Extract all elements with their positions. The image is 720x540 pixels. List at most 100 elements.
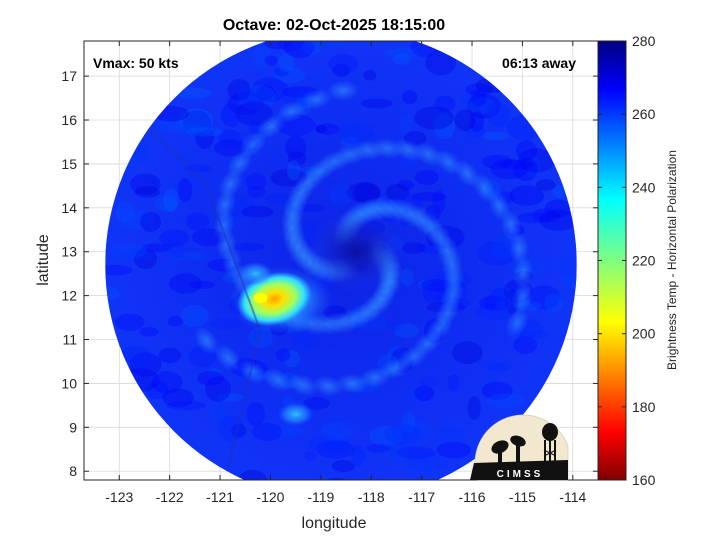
swath-texture-cell [293,329,320,352]
y-tick-label: 10 [61,375,77,391]
swath-texture-cell [414,385,435,402]
swath-texture-cell [558,254,577,276]
swath-texture-cell [365,444,391,453]
swath-texture-cell [387,319,401,333]
swath-texture-cell [518,148,555,173]
swath-texture-cell [532,208,561,223]
x-tick-label: -119 [307,489,334,505]
swath-texture-cell [509,185,545,206]
swath-texture-cell [513,157,538,182]
x-axis-label: longitude [302,515,367,532]
swath-texture-cell [272,423,305,437]
swath-texture-cell [351,444,366,467]
swath-texture-cell [304,451,317,462]
scan-seam [128,110,262,480]
swath-texture-cell [544,199,572,219]
swath-texture-cell [414,169,440,186]
swath-texture-cell [180,304,209,327]
spiral-band-segment [215,344,242,372]
swath-texture-cell [250,77,289,102]
water-tower-icon [542,423,558,462]
swath-texture-cell [197,370,224,386]
swath-texture-cell [231,423,247,438]
swath-texture-cell [484,295,497,311]
swath-texture-cell [129,352,162,377]
swath-texture-cell [246,401,266,427]
spiral-band-segment [255,114,286,139]
swath-texture-cell [175,123,213,135]
spiral-band-segment [327,80,360,101]
vmax-annotation: Vmax: 50 kts [93,55,179,71]
x-tick-label: -117 [408,489,435,505]
spiral-band-segment [512,256,534,289]
swath-texture-cell [182,110,212,136]
logo-building [470,460,568,480]
swath-texture-cell [447,373,460,392]
swath-texture-cell [253,43,272,69]
swath-texture-cell [369,425,403,447]
swath-texture-cell [264,55,278,66]
swath-texture-cell [234,242,265,251]
swath-texture-cell [414,106,454,130]
swath-texture-cell [470,89,487,107]
spiral-band-segment [509,232,530,265]
spiral-band-segment [239,131,267,158]
swath-texture-cell [219,415,245,442]
swath-texture-cell [169,251,207,261]
swath-texture-cell [227,79,251,101]
spiral-band-segment [287,374,319,396]
swath-texture-cell [118,345,151,363]
swath-texture-cell [320,421,354,441]
x-tick-label: -123 [105,489,133,505]
swath-texture-cell [467,396,481,420]
spiral-band-segment [300,88,332,110]
swath-texture-cell [384,424,422,445]
satellite-dish-icon [491,435,526,463]
swath-texture-cell [146,380,169,400]
spiral-band-segment [312,375,344,397]
storm-center [308,211,405,292]
swath-texture-cell [489,236,517,260]
swath-texture-cell [401,90,418,105]
swath-texture-cell [262,41,294,50]
y-tick-label: 13 [61,244,77,260]
spiral-band-segment [392,138,423,162]
swath-texture-cell [482,131,510,141]
brightness-temp-swath [105,41,577,480]
swath-texture-cell [158,347,182,364]
swath-texture-cell [185,212,210,231]
swath-texture-cell [363,70,377,81]
swath-texture-cell [134,141,148,163]
feature-peak [253,293,268,304]
colorbar-tick-label: 160 [632,472,656,488]
swath-texture-cell [220,102,241,128]
swath-texture-cell [245,172,267,191]
swath-texture-cell [241,205,274,218]
swath-texture-cell [432,189,446,214]
swath-texture-cell [314,124,327,134]
swath-texture-cell [425,49,457,76]
swath-texture-cell [498,159,534,170]
swath-texture-cell [278,53,294,73]
swath-texture-cell [189,280,216,289]
swath-texture-cell [114,313,145,331]
swath-texture-cell [177,178,193,203]
swath-texture-cell [133,248,157,270]
swath-texture-cell [332,63,350,77]
swath-texture-cell [487,102,510,128]
swath-texture-cell [539,209,577,231]
swath-texture-cell [535,179,556,191]
swath-texture-cell [346,182,382,203]
swath-texture-cell [306,41,346,50]
spiral-band-segment [336,373,369,394]
colorbar-tick-label: 200 [632,326,656,342]
swath-texture-cell [411,192,447,202]
chart-title: Octave: 02-Oct-2025 18:15:00 [223,17,445,34]
swath-texture-cell [481,154,513,169]
x-axis-ticks: -123 -122 -121 -120 -119 -118 -117 -116 -115 -114 [105,41,587,505]
swath-texture-cell [419,376,439,388]
swath-texture-cell [393,323,419,339]
colorbar-label: Brightness Temp - Horizontal Polarizatio… [665,150,679,370]
swath-texture-cell [490,158,529,180]
